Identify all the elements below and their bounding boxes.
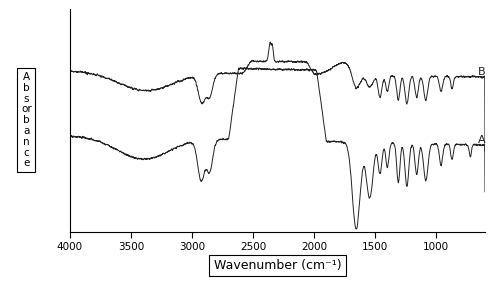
Text: B: B — [478, 67, 486, 77]
Text: A
b
s
or
b
a
n
c
e: A b s or b a n c e — [21, 72, 32, 168]
Text: A: A — [478, 135, 486, 146]
X-axis label: Wavenumber (cm⁻¹): Wavenumber (cm⁻¹) — [214, 259, 342, 272]
